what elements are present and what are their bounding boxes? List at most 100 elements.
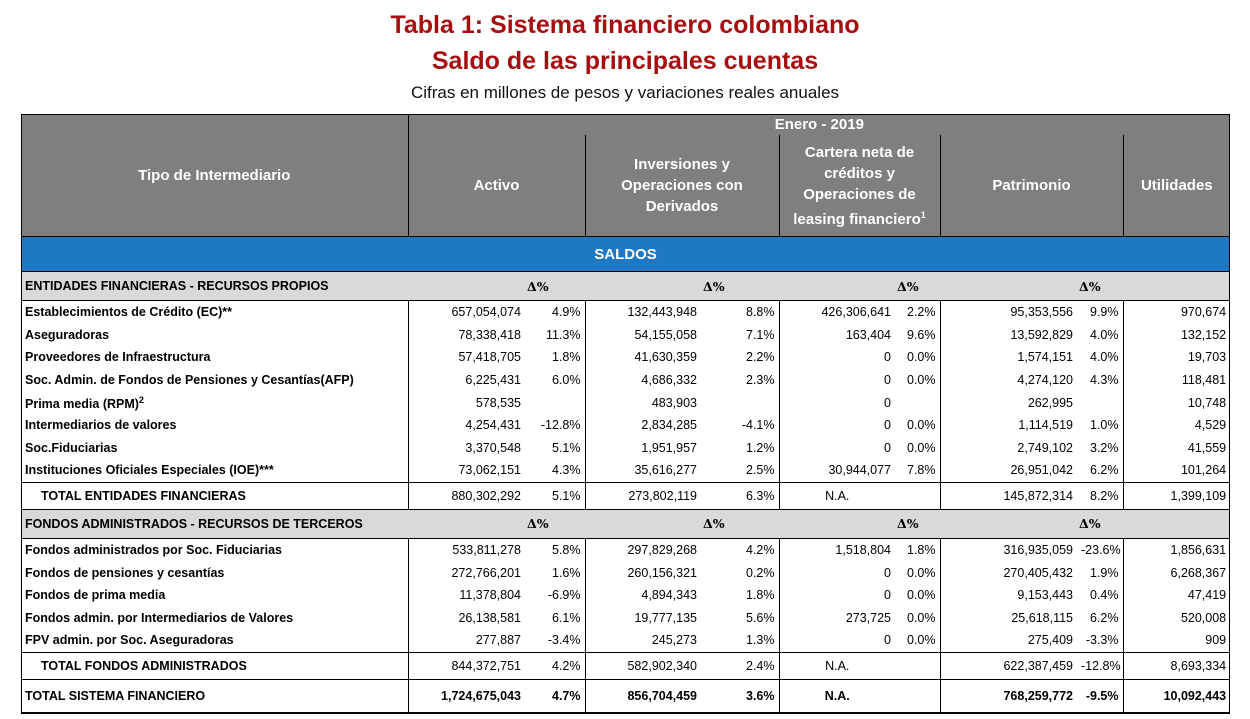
cartera-delta: 0.0% [907, 418, 936, 433]
cartera-value: 0 [778, 391, 895, 414]
header-tipo: Tipo de Intermediario [21, 114, 408, 237]
delta-header: Δ% [701, 508, 779, 539]
inversiones-delta: 1.2% [746, 440, 775, 455]
row-name: Aseguradoras [25, 327, 110, 342]
inversiones-delta: 2.5% [746, 463, 775, 478]
table-title: Tabla 1: Sistema financiero colombiano [390, 11, 860, 39]
activo-value: 277,887 [407, 629, 525, 653]
activo-delta: 1.8% [552, 350, 581, 365]
table-row: Fondos de prima media 11,378,804 -6.9% 4,89… [21, 583, 1231, 607]
inversiones-delta: 7.1% [746, 327, 775, 342]
patrimonio-delta: 4.0% [1090, 350, 1119, 365]
section-cell [779, 271, 895, 301]
header-activo: Activo [407, 135, 585, 237]
utilidades-value: 41,559 [1122, 436, 1231, 460]
utilidades-value: 118,481 [1122, 368, 1231, 392]
activo-value: 11,378,804 [407, 583, 525, 607]
patrimonio-value: 26,951,042 [939, 459, 1077, 483]
delta-header: Δ% [525, 271, 585, 301]
row-name: Proveedores de Infraestructura [25, 350, 211, 365]
activo-delta: 5.1% [552, 440, 581, 455]
row-name: Intermediarios de valores [25, 418, 177, 433]
activo-delta: -6.9% [547, 588, 581, 603]
utilidades-value: 132,152 [1122, 323, 1231, 347]
inversiones-delta: 1.8% [746, 588, 775, 603]
cartera-delta: 1.8% [907, 543, 936, 558]
patrimonio-value: 4,274,120 [939, 368, 1077, 392]
inversiones-value: 4,894,343 [584, 583, 701, 607]
activo-value: 57,418,705 [407, 346, 525, 369]
delta-header: Δ% [701, 271, 779, 301]
patrimonio-delta: 0.4% [1090, 588, 1119, 603]
activo-value: 272,766,201 [407, 561, 525, 584]
section-row: ENTIDADES FINANCIERAS - RECURSOS PROPIOS… [21, 271, 1231, 301]
inversiones-value: 19,777,135 [584, 606, 701, 630]
activo-value: 3,370,548 [407, 436, 525, 460]
table-subtitle: Saldo de las principales cuentas [431, 47, 819, 75]
inversiones-value: 35,616,277 [584, 459, 701, 483]
table-row: Proveedores de Infraestructura 57,418,705… [21, 346, 1231, 369]
cartera-delta [895, 678, 940, 714]
patrimonio-value: 275,409 [939, 629, 1077, 653]
cartera-delta [895, 391, 940, 414]
utilidades-value: 47,419 [1122, 583, 1231, 607]
row-name: TOTAL FONDOS ADMINISTRADOS [21, 651, 408, 680]
activo-delta: -12.8% [540, 418, 581, 433]
inversiones-value: 582,902,340 [584, 651, 701, 680]
activo-delta: 5.8% [552, 543, 581, 558]
utilidades-value: 1,856,631 [1122, 538, 1231, 562]
cartera-value: 273,725 [778, 606, 895, 630]
delta-header: Δ% [1077, 508, 1123, 539]
section-cell [585, 271, 701, 301]
cartera-value: 163,404 [778, 323, 895, 347]
inversiones-delta: 1.3% [746, 633, 775, 648]
patrimonio-delta: 8.2% [1077, 481, 1123, 510]
patrimonio-delta: -12.8% [1077, 651, 1123, 680]
row-name: Fondos admin. por Intermediarios de Valo… [25, 610, 294, 625]
inversiones-delta [701, 391, 779, 414]
table-row: TOTAL ENTIDADES FINANCIERAS 880,302,292 5.… [21, 481, 1231, 510]
cartera-value: 426,306,641 [778, 300, 895, 324]
utilidades-value: 8,693,334 [1122, 651, 1231, 680]
table-row: Instituciones Oficiales Especiales (IOE)… [21, 459, 1231, 483]
header-utilidades: Utilidades [1122, 135, 1231, 237]
row-name: Fondos de pensiones y cesantías [25, 565, 225, 580]
cartera-delta: 0.0% [907, 373, 936, 388]
patrimonio-value: 270,405,432 [939, 561, 1077, 584]
inversiones-delta: 4.2% [746, 543, 775, 558]
patrimonio-value: 1,574,151 [939, 346, 1077, 369]
cartera-value: 1,518,804 [778, 538, 895, 562]
inversiones-value: 4,686,332 [584, 368, 701, 392]
patrimonio-delta: -9.5% [1077, 678, 1123, 714]
header-cartera: Cartera neta de créditos y Operaciones d… [778, 135, 940, 237]
row-name: Fondos administrados por Soc. Fiduciaria… [25, 543, 282, 558]
row-name: TOTAL ENTIDADES FINANCIERAS [21, 481, 408, 510]
cartera-value: 0 [778, 583, 895, 607]
table-row: Fondos de pensiones y cesantías 272,766,2… [21, 561, 1231, 584]
activo-delta: 6.0% [552, 373, 581, 388]
activo-delta: 11.3% [545, 327, 581, 342]
cartera-value: N.A. [778, 678, 895, 714]
cartera-value: 30,944,077 [778, 459, 895, 483]
inversiones-value: 856,704,459 [584, 678, 701, 714]
utilidades-value: 10,092,443 [1122, 678, 1231, 714]
inversiones-delta: 2.2% [746, 350, 775, 365]
table-row: FPV admin. por Soc. Aseguradoras 277,887 -… [21, 629, 1231, 653]
inversiones-delta: 3.6% [701, 678, 779, 714]
table-row: Aseguradoras 78,338,418 11.3% 54,155,058 7.1… [21, 323, 1231, 347]
row-name: Soc. Admin. de Fondos de Pensiones y Ces… [25, 373, 354, 388]
activo-delta: 6.1% [552, 610, 581, 625]
delta-header: Δ% [1077, 271, 1123, 301]
cartera-delta: 2.2% [907, 305, 936, 320]
cartera-delta: 9.6% [907, 327, 936, 342]
patrimonio-value: 622,387,459 [939, 651, 1077, 680]
saldos-band: SALDOS [21, 236, 1231, 272]
table-row: Fondos administrados por Soc. Fiduciaria… [21, 538, 1231, 562]
inversiones-delta: 5.6% [746, 610, 775, 625]
activo-delta: 4.3% [552, 463, 581, 478]
section-cell [585, 508, 701, 539]
patrimonio-delta: -3.3% [1085, 633, 1119, 648]
cartera-value: 0 [778, 346, 895, 369]
activo-delta: 4.2% [525, 651, 585, 680]
row-name: Prima media (RPM)2 [25, 394, 144, 411]
